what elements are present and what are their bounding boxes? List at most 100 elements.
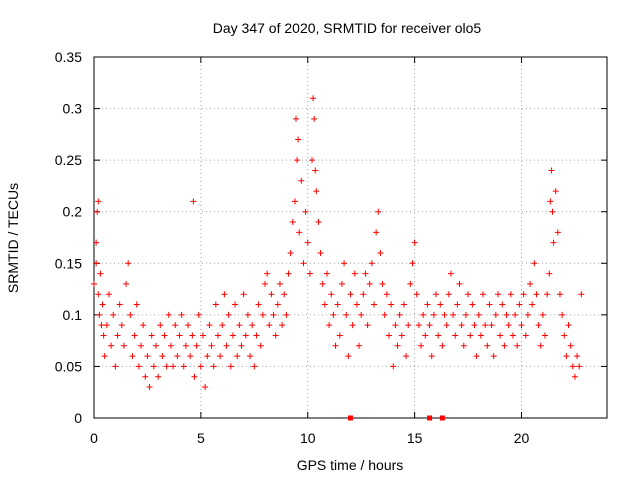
data-point — [163, 363, 170, 370]
data-point — [452, 332, 459, 339]
data-point — [210, 363, 217, 370]
axis-marker — [439, 415, 445, 421]
data-point — [371, 301, 378, 308]
data-point — [407, 280, 414, 287]
data-point — [140, 322, 147, 329]
data-point — [103, 322, 110, 329]
data-point — [187, 353, 194, 360]
data-point — [332, 342, 339, 349]
data-point — [279, 322, 286, 329]
data-point — [426, 322, 433, 329]
data-point — [576, 363, 583, 370]
data-point — [120, 342, 127, 349]
data-point — [563, 353, 570, 360]
data-point — [544, 291, 551, 298]
data-point — [312, 167, 319, 174]
data-point — [497, 332, 504, 339]
data-point — [462, 311, 469, 318]
data-point — [356, 342, 363, 349]
x-tick-label: 20 — [514, 430, 530, 446]
data-point — [236, 322, 243, 329]
data-point — [152, 342, 159, 349]
data-point — [204, 353, 211, 360]
data-point — [253, 332, 260, 339]
data-point — [93, 239, 100, 246]
data-point — [552, 188, 559, 195]
data-point — [105, 291, 112, 298]
data-point — [501, 342, 508, 349]
data-point — [390, 363, 397, 370]
data-point — [377, 249, 384, 256]
y-tick-label: 0.15 — [55, 255, 82, 271]
data-point — [242, 332, 249, 339]
data-point — [150, 363, 157, 370]
data-point — [503, 311, 510, 318]
data-point — [482, 322, 489, 329]
data-point — [546, 270, 553, 277]
data-point — [411, 239, 418, 246]
data-point — [447, 270, 454, 277]
data-point — [467, 332, 474, 339]
data-point — [334, 301, 341, 308]
data-point — [229, 332, 236, 339]
data-point — [396, 311, 403, 318]
data-point — [259, 311, 266, 318]
data-point — [266, 322, 273, 329]
data-point — [251, 363, 258, 370]
y-tick-label: 0.2 — [63, 204, 83, 220]
data-point — [110, 311, 117, 318]
data-point — [578, 291, 585, 298]
data-point — [270, 311, 277, 318]
data-point — [559, 311, 566, 318]
data-point — [480, 291, 487, 298]
data-point — [298, 177, 305, 184]
data-point — [505, 322, 512, 329]
data-point — [413, 291, 420, 298]
data-point — [317, 249, 324, 256]
data-point — [208, 342, 215, 349]
data-point — [542, 332, 549, 339]
data-point — [131, 332, 138, 339]
data-point — [450, 311, 457, 318]
data-point — [165, 311, 172, 318]
data-point — [221, 291, 228, 298]
data-point — [193, 342, 200, 349]
data-point — [385, 332, 392, 339]
data-point — [225, 311, 232, 318]
data-point — [537, 342, 544, 349]
data-point — [310, 95, 317, 102]
axis-ticks — [93, 56, 607, 419]
data-point — [190, 198, 197, 205]
data-point — [569, 363, 576, 370]
data-point — [433, 291, 439, 298]
data-point — [567, 342, 574, 349]
data-point — [219, 322, 226, 329]
data-point — [182, 342, 189, 349]
data-point — [249, 322, 256, 329]
data-point — [159, 353, 166, 360]
data-point — [539, 311, 546, 318]
data-point — [336, 332, 343, 339]
data-point — [118, 322, 125, 329]
y-tick-label: 0.25 — [55, 152, 82, 168]
y-tick-label: 0 — [74, 410, 82, 426]
data-point — [516, 301, 523, 308]
data-point — [471, 322, 478, 329]
data-point — [174, 353, 181, 360]
data-point — [135, 363, 142, 370]
data-point — [531, 260, 538, 267]
data-point — [383, 291, 390, 298]
data-point — [161, 332, 168, 339]
data-point — [212, 301, 219, 308]
axis-marker — [427, 415, 433, 421]
data-point — [392, 322, 399, 329]
chart-title: Day 347 of 2020, SRMTID for receiver olo… — [213, 20, 482, 36]
data-point — [330, 311, 337, 318]
data-point — [274, 301, 281, 308]
data-point — [315, 219, 322, 226]
data-point — [214, 332, 221, 339]
data-point — [170, 363, 177, 370]
x-tick-label: 5 — [197, 430, 205, 446]
